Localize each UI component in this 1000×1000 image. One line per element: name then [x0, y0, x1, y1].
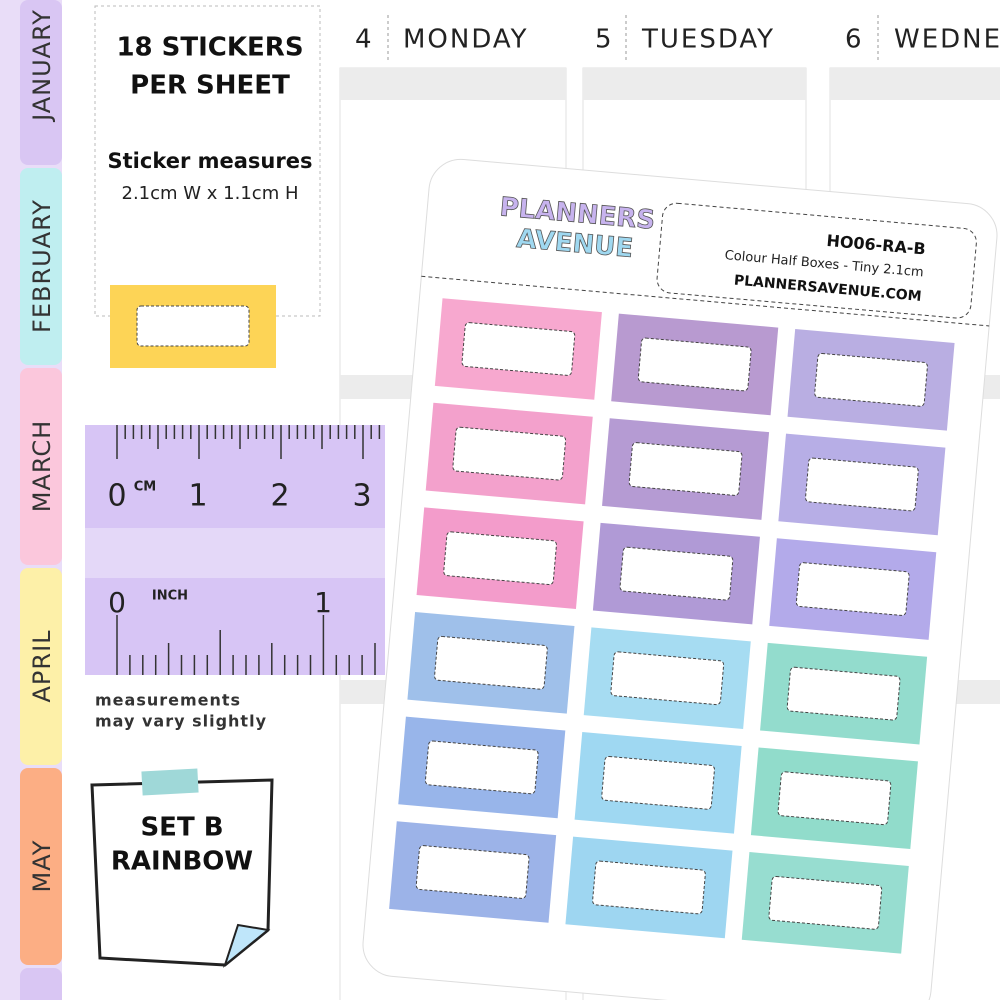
sticker-box: [415, 845, 530, 899]
ruler-label: 1: [188, 479, 207, 514]
sticker-box: [814, 352, 928, 407]
sticker-box: [610, 651, 725, 706]
column-header: [830, 68, 1000, 100]
ruler-label: 0: [107, 479, 126, 514]
tab: [20, 368, 62, 565]
info-title: PER SHEET: [130, 71, 290, 101]
sticker-box: [786, 666, 901, 721]
column-header: [583, 68, 806, 100]
ruler: 0 CM 1 2 3 0 INCH 1: [85, 425, 385, 675]
tag-line: SET B: [140, 813, 223, 843]
sticker-box: [637, 337, 752, 392]
day-number: 5: [595, 25, 614, 55]
tab: [20, 0, 62, 165]
day-name: WEDNE: [894, 25, 1000, 55]
note-line: measurements: [95, 691, 241, 710]
sticker-box: [443, 531, 557, 586]
measures: 2.1cm W x 1.1cm H: [122, 183, 299, 204]
day-name: TUESDAY: [641, 25, 775, 55]
tab: [20, 768, 62, 965]
tab: [20, 968, 62, 1000]
sticker-box: [434, 635, 548, 690]
sample-box: [136, 305, 250, 347]
sticker-box: [628, 442, 743, 496]
day-number: 6: [845, 25, 864, 55]
sticker-box: [619, 546, 734, 601]
note-line: may vary slightly: [95, 712, 267, 731]
ruler-label: 0: [108, 586, 126, 619]
month-tabs: JANUARY FEBRUARY MARCH APRIL MAY: [0, 0, 62, 1000]
sticker-box: [452, 426, 567, 481]
info-frame: [94, 5, 321, 317]
tab: [20, 568, 62, 765]
ruler-label: 2: [270, 479, 289, 514]
tag-line: RAINBOW: [111, 847, 253, 877]
measures-label: Sticker measures: [108, 149, 313, 173]
column-header: [340, 68, 566, 100]
sticker-box: [592, 860, 706, 915]
cut-line: [421, 275, 990, 327]
set-tag: SET B RAINBOW: [90, 768, 274, 968]
tab-label: FEBRUARY: [28, 199, 56, 333]
sticker-box: [461, 322, 576, 376]
info-title: 18 STICKERS: [116, 33, 303, 63]
info-box: 18 STICKERS PER SHEET Sticker measures 2…: [94, 5, 321, 368]
sticker-grid: [389, 298, 955, 954]
tab-label: APRIL: [28, 629, 56, 702]
tab-label: MARCH: [28, 420, 56, 512]
sticker-box: [601, 755, 715, 810]
tab-label: JANUARY: [28, 9, 56, 123]
ruler-label: 3: [352, 479, 371, 514]
tab: [20, 168, 62, 365]
sticker-sheet: PLANNERS AVENUE HO06-RA-B Colour Half Bo…: [362, 158, 998, 1000]
day-number: 4: [355, 25, 374, 55]
ruler-label: 1: [314, 586, 332, 619]
sticker-box: [795, 562, 910, 616]
ruler-unit: INCH: [152, 589, 188, 604]
tape: [141, 768, 199, 796]
tab-label: MAY: [28, 840, 56, 893]
day-name: MONDAY: [403, 25, 529, 55]
ruler-unit: CM: [134, 480, 156, 495]
tag-curl: [223, 923, 271, 968]
label-frame: [656, 202, 977, 319]
ruler-band: [85, 528, 385, 578]
sticker-box: [777, 771, 892, 826]
sticker-box: [805, 457, 919, 512]
sticker-box: [424, 740, 539, 795]
sticker-box: [768, 875, 883, 930]
